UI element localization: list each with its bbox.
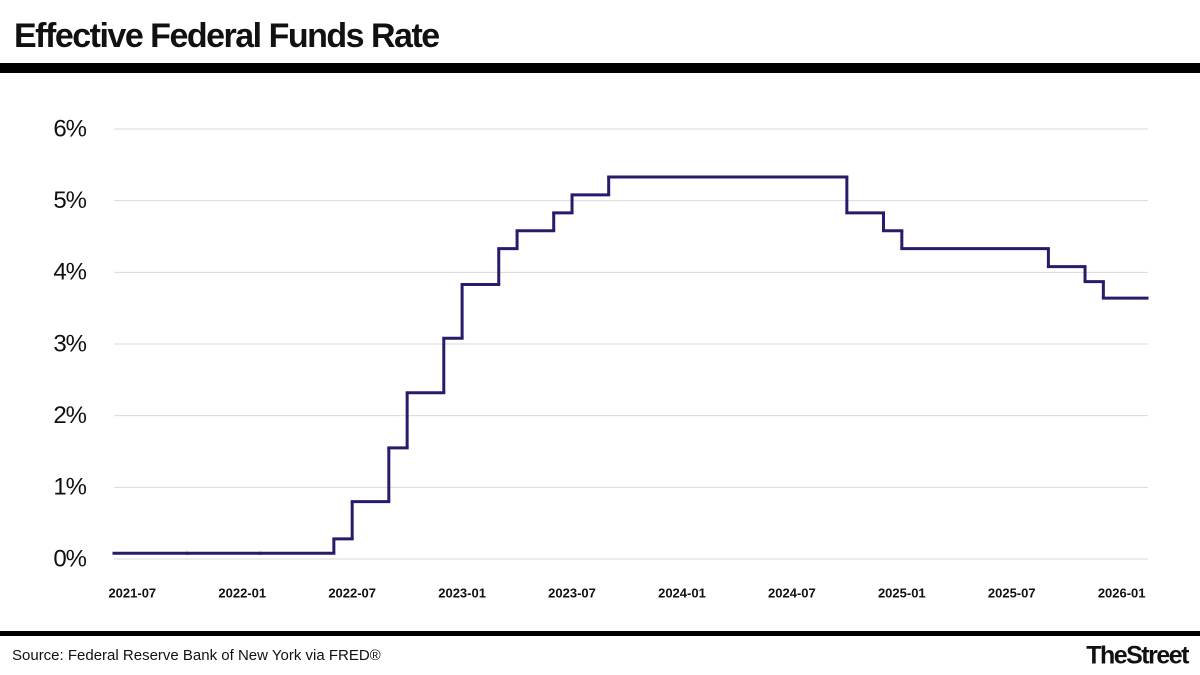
y-tick-label: 2% [53,402,86,429]
y-tick-label: 5% [53,187,86,214]
chart-title: Effective Federal Funds Rate [14,17,439,55]
x-tick-label: 2024-07 [768,585,816,600]
y-tick-label: 6% [53,115,86,142]
x-tick-label: 2023-07 [548,585,596,600]
y-tick-label: 0% [53,545,86,572]
header-bar [0,63,1200,73]
x-tick-label: 2025-01 [878,585,926,600]
footer-bar [0,631,1200,636]
x-tick-label: 2023-01 [438,585,486,600]
x-tick-label: 2022-01 [218,585,266,600]
x-tick-label: 2026-01 [1098,585,1146,600]
y-tick-label: 1% [53,474,86,501]
brand-logo: TheStreet [1086,642,1190,670]
x-tick-label: 2021-07 [108,585,156,600]
x-tick-label: 2024-01 [658,585,706,600]
source-note: Source: Federal Reserve Bank of New York… [12,647,381,664]
x-tick-label: 2025-07 [988,585,1036,600]
x-tick-label: 2022-07 [328,585,376,600]
y-tick-label: 4% [53,259,86,286]
y-tick-label: 3% [53,330,86,357]
